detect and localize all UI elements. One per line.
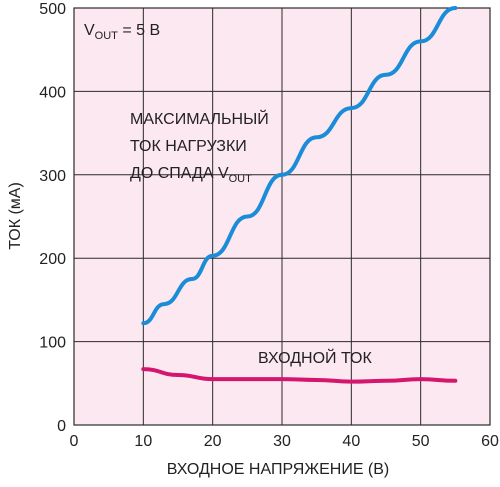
x-tick-label: 10: [134, 433, 152, 450]
max-load-label-line-2: ТОК НАГРУЗКИ: [130, 138, 247, 155]
y-tick-label: 200: [39, 251, 66, 268]
x-tick-label: 40: [342, 433, 360, 450]
y-tick-label: 500: [39, 1, 66, 18]
input-current-line: [141, 367, 458, 384]
y-tick-label: 400: [39, 84, 66, 101]
y-axis-title: ТОК (мА): [7, 182, 24, 250]
grid: [74, 8, 490, 425]
max-load-label-line-3: ДО СПАДА VOUT: [130, 165, 252, 185]
input-current-label: ВХОДНОЙ ТОК: [258, 348, 372, 367]
series-layer: [141, 6, 458, 384]
y-axis-ticks: 0 100 200 300 400 500: [39, 1, 66, 435]
x-tick-label: 60: [481, 433, 499, 450]
x-tick-label: 30: [273, 433, 291, 450]
max-load-label-line-1: МАКСИМАЛЬНЫЙ: [130, 109, 269, 128]
y-tick-label: 100: [39, 335, 66, 352]
x-tick-label: 0: [70, 433, 79, 450]
x-tick-label: 20: [204, 433, 222, 450]
max-load-current-line: [141, 6, 458, 326]
y-tick-label: 0: [57, 418, 66, 435]
x-tick-label: 50: [412, 433, 430, 450]
x-axis-title: ВХОДНОЕ НАПРЯЖЕНИЕ (В): [167, 461, 390, 478]
y-tick-label: 300: [39, 168, 66, 185]
x-axis-ticks: 0 10 20 30 40 50 60: [70, 433, 499, 450]
vout-annotation: VOUT = 5 В: [84, 22, 160, 42]
